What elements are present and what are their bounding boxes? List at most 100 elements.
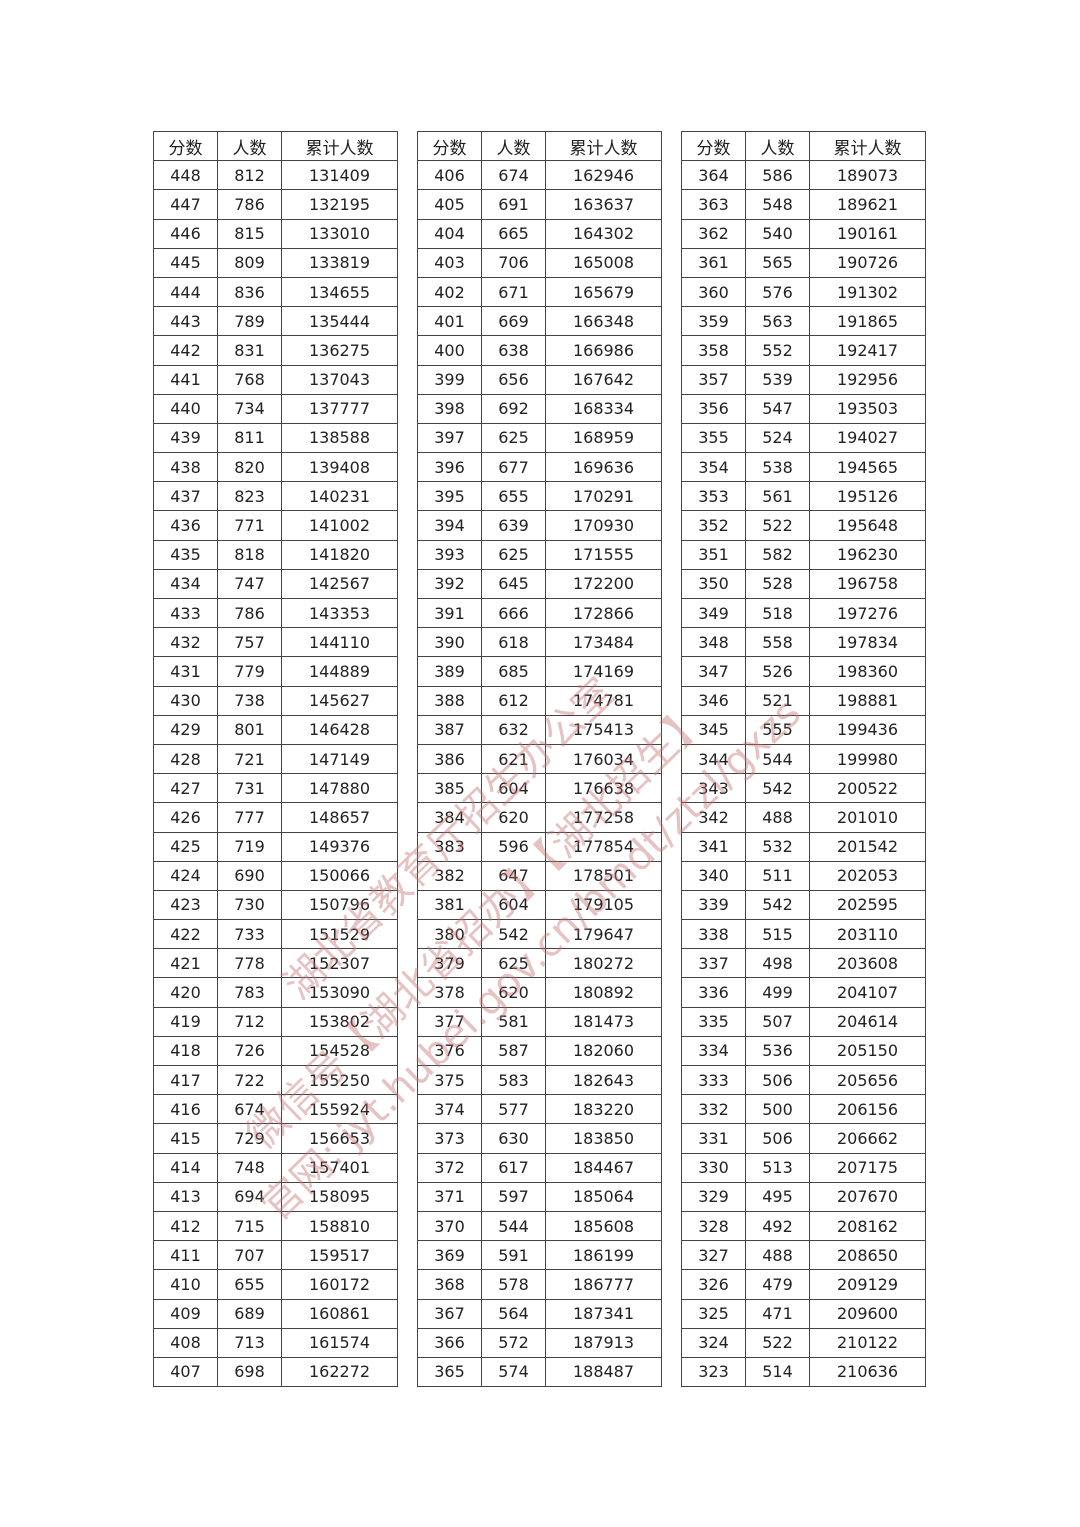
score-cell: 348 — [681, 627, 746, 658]
table-row: 365 574 188487 — [417, 1356, 662, 1388]
score-cell: 334 — [681, 1035, 746, 1067]
count-cell: 538 — [745, 452, 810, 483]
count-cell: 748 — [217, 1152, 282, 1183]
cumulative-cell: 141002 — [281, 510, 398, 541]
score-cell: 398 — [417, 393, 482, 424]
count-cell: 731 — [217, 773, 282, 804]
table-row: 336 499 204107 — [681, 977, 926, 1008]
score-cell: 335 — [681, 1006, 746, 1037]
score-cell: 405 — [417, 189, 482, 220]
cumulative-cell: 144110 — [281, 627, 398, 658]
score-cell: 354 — [681, 452, 746, 483]
table-row: 425 719 149376 — [153, 831, 398, 862]
count-cell: 818 — [217, 539, 282, 570]
score-cell: 325 — [681, 1298, 746, 1329]
score-cell: 425 — [153, 831, 218, 862]
cumulative-cell: 186199 — [545, 1240, 662, 1271]
score-cell: 384 — [417, 802, 482, 833]
count-cell: 823 — [217, 481, 282, 512]
count-cell: 511 — [745, 860, 810, 891]
count-cell: 674 — [217, 1094, 282, 1125]
score-cell: 340 — [681, 860, 746, 891]
cumulative-cell: 137777 — [281, 393, 398, 424]
count-cell: 518 — [745, 597, 810, 629]
score-cell: 364 — [681, 160, 746, 191]
cumulative-cell: 197834 — [809, 627, 926, 658]
count-cell: 513 — [745, 1152, 810, 1183]
count-cell: 665 — [481, 218, 546, 249]
table-row: 420 783 153090 — [153, 977, 398, 1008]
table-row: 352 522 195648 — [681, 510, 926, 541]
cumulative-cell: 136275 — [281, 335, 398, 366]
table-row: 348 558 197834 — [681, 627, 926, 658]
cumulative-cell: 156653 — [281, 1123, 398, 1154]
score-cell: 417 — [153, 1064, 218, 1096]
table-row: 435 818 141820 — [153, 539, 398, 570]
table-row: 332 500 206156 — [681, 1094, 926, 1125]
table-row: 345 555 199436 — [681, 714, 926, 745]
table-row: 396 677 169636 — [417, 452, 662, 483]
score-table-2: 分数 人数 累计人数 406 674 162946 405 691 163637 404 665 16… — [417, 130, 662, 1388]
score-cell: 399 — [417, 364, 482, 395]
count-cell: 809 — [217, 247, 282, 278]
cumulative-cell: 196230 — [809, 539, 926, 570]
table-row: 413 694 158095 — [153, 1181, 398, 1212]
score-cell: 345 — [681, 714, 746, 745]
table-row: 354 538 194565 — [681, 452, 926, 483]
table-row: 349 518 197276 — [681, 597, 926, 629]
table-row: 437 823 140231 — [153, 481, 398, 512]
score-cell: 369 — [417, 1240, 482, 1271]
table-row: 357 539 192956 — [681, 364, 926, 395]
score-cell: 349 — [681, 597, 746, 629]
table-row: 391 666 172866 — [417, 597, 662, 629]
table-row: 394 639 170930 — [417, 510, 662, 541]
count-cell: 747 — [217, 568, 282, 600]
cumulative-cell: 134655 — [281, 276, 398, 308]
count-cell: 722 — [217, 1064, 282, 1096]
table-row: 339 542 202595 — [681, 889, 926, 921]
score-cell: 392 — [417, 568, 482, 600]
table-row: 374 577 183220 — [417, 1094, 662, 1125]
table-row: 402 671 165679 — [417, 276, 662, 308]
table-row: 419 712 153802 — [153, 1006, 398, 1037]
cumulative-cell: 202053 — [809, 860, 926, 891]
cumulative-cell: 132195 — [281, 189, 398, 220]
cumulative-cell: 143353 — [281, 597, 398, 629]
cumulative-cell: 177854 — [545, 831, 662, 862]
cumulative-cell: 189073 — [809, 160, 926, 191]
score-cell: 380 — [417, 919, 482, 950]
score-cell: 382 — [417, 860, 482, 891]
score-cell: 333 — [681, 1064, 746, 1096]
count-cell: 500 — [745, 1094, 810, 1125]
table-row: 341 532 201542 — [681, 831, 926, 862]
table-row: 373 630 183850 — [417, 1123, 662, 1154]
table-row: 410 655 160172 — [153, 1269, 398, 1300]
score-cell: 338 — [681, 919, 746, 950]
cumulative-cell: 144889 — [281, 656, 398, 687]
table-row: 358 552 192417 — [681, 335, 926, 366]
cumulative-cell: 178501 — [545, 860, 662, 891]
cumulative-cell: 196758 — [809, 568, 926, 600]
count-cell: 768 — [217, 364, 282, 395]
count-cell: 561 — [745, 481, 810, 512]
score-cell: 443 — [153, 306, 218, 337]
score-cell: 346 — [681, 685, 746, 716]
cumulative-cell: 194027 — [809, 422, 926, 454]
count-cell: 801 — [217, 714, 282, 745]
cumulative-cell: 173484 — [545, 627, 662, 658]
cumulative-cell: 172200 — [545, 568, 662, 600]
count-cell: 690 — [217, 860, 282, 891]
count-cell: 583 — [481, 1064, 546, 1096]
score-cell: 390 — [417, 627, 482, 658]
cumulative-cell: 161574 — [281, 1327, 398, 1358]
table-row: 333 506 205656 — [681, 1064, 926, 1096]
score-cell: 394 — [417, 510, 482, 541]
score-cell: 428 — [153, 743, 218, 775]
count-cell: 783 — [217, 977, 282, 1008]
score-cell: 371 — [417, 1181, 482, 1212]
score-cell: 336 — [681, 977, 746, 1008]
score-cell: 432 — [153, 627, 218, 658]
cumulative-cell: 204107 — [809, 977, 926, 1008]
score-cell: 414 — [153, 1152, 218, 1183]
count-cell: 542 — [481, 919, 546, 950]
